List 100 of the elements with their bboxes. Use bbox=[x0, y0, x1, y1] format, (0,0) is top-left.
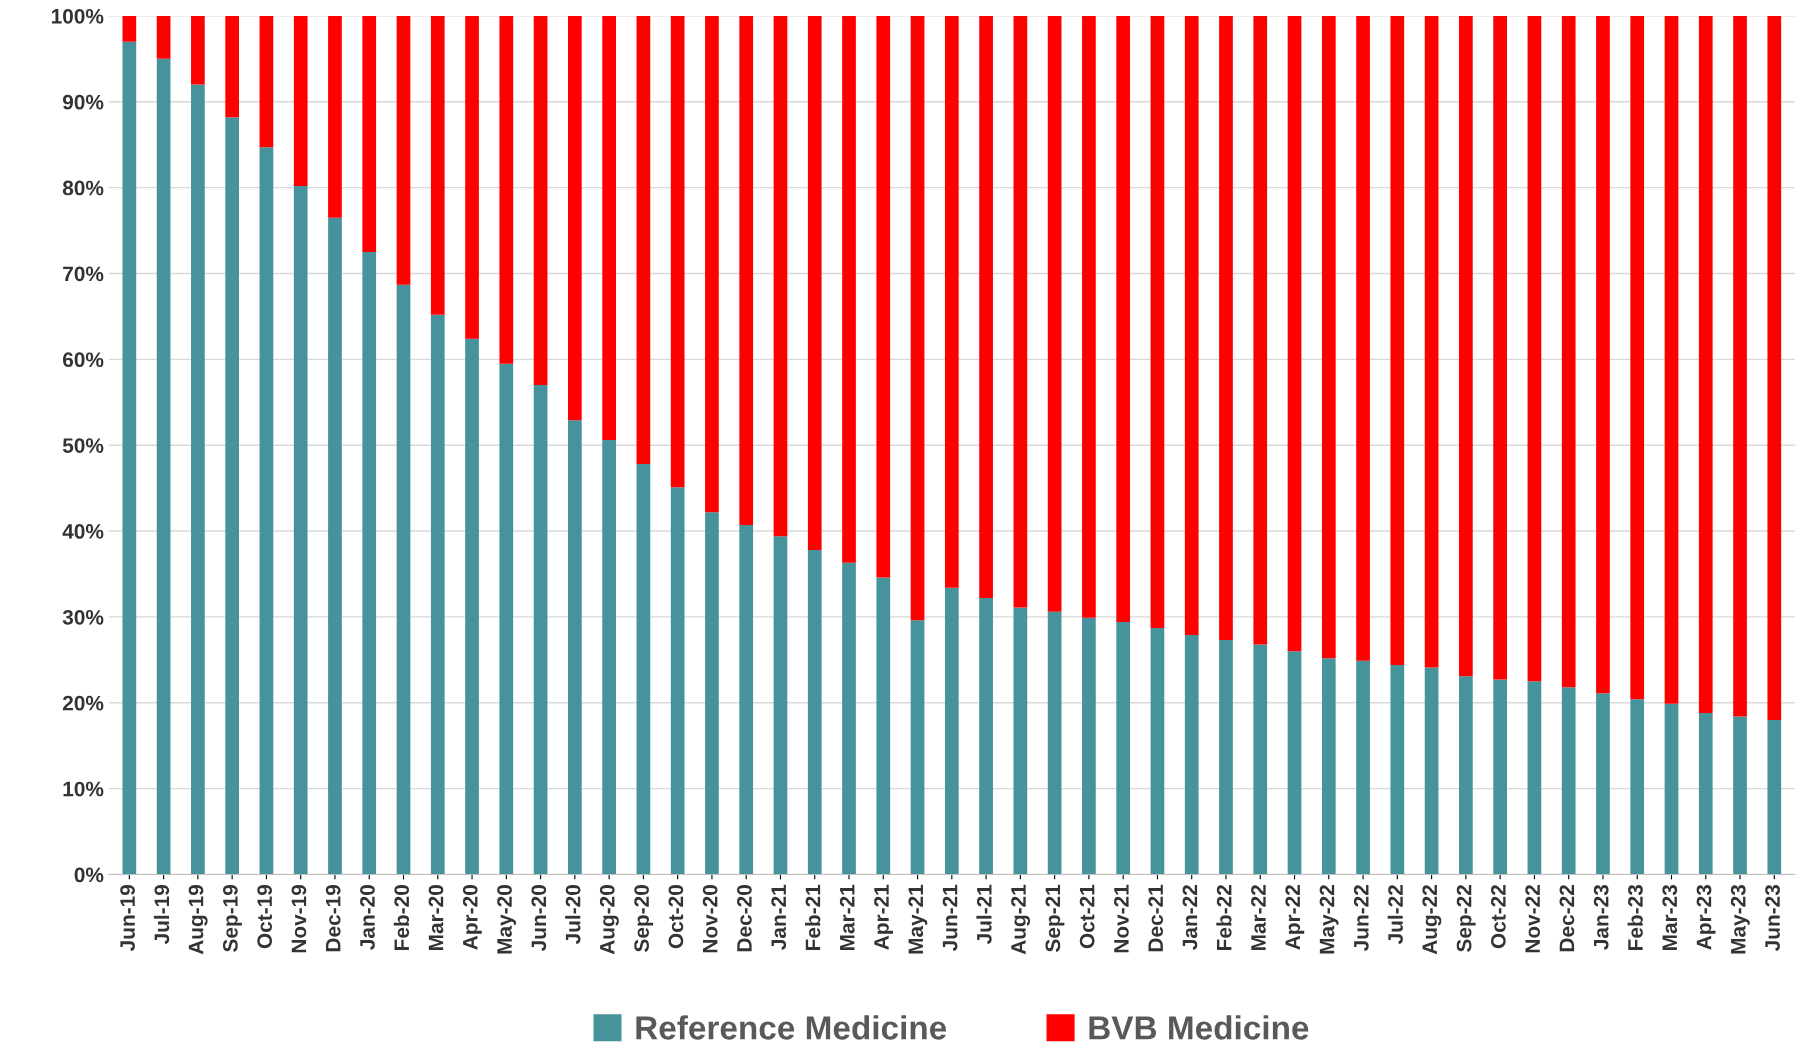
bar bbox=[499, 363, 514, 875]
x-tick-label: Jun-19 bbox=[120, 884, 135, 952]
bar bbox=[1047, 15, 1062, 612]
x-tick-label: Apr-21 bbox=[874, 884, 893, 950]
bar bbox=[1664, 703, 1679, 875]
y-tick-label: 80% bbox=[62, 180, 104, 196]
legend-label: BVB Medicine bbox=[1089, 1015, 1309, 1040]
bar bbox=[465, 15, 479, 339]
x-tick-label: May-20 bbox=[497, 885, 517, 954]
bar bbox=[1767, 15, 1782, 720]
x-tick-label: Dec-20 bbox=[737, 885, 752, 952]
bar bbox=[1664, 15, 1679, 704]
bar bbox=[1184, 15, 1199, 635]
bar bbox=[1287, 15, 1302, 652]
x-tick-label: Sep-19 bbox=[222, 884, 242, 952]
x-tick-label: Oct-20 bbox=[668, 885, 684, 949]
bar bbox=[1253, 644, 1268, 875]
bar bbox=[1698, 15, 1713, 714]
bar bbox=[979, 598, 993, 875]
bar bbox=[602, 15, 616, 441]
x-tick-label: May-22 bbox=[1319, 885, 1339, 954]
bar bbox=[1630, 15, 1645, 700]
y-tick-label: 10% bbox=[63, 781, 104, 797]
bar bbox=[1424, 15, 1439, 668]
x-tick-label: Oct-22 bbox=[1490, 885, 1506, 949]
bar bbox=[1321, 658, 1336, 875]
x-tick-label: Oct-21 bbox=[1079, 884, 1095, 949]
bar bbox=[1493, 15, 1507, 680]
bar bbox=[1390, 15, 1405, 665]
bar bbox=[1253, 15, 1268, 645]
x-tick-label: Mar-22 bbox=[1251, 885, 1266, 950]
bar bbox=[1459, 676, 1473, 875]
bar bbox=[396, 15, 411, 285]
bar bbox=[1013, 607, 1028, 875]
y-tick-label: 60% bbox=[62, 352, 104, 368]
x-tick-label: Dec-21 bbox=[1148, 884, 1164, 952]
x-tick-label: Jan-23 bbox=[1593, 884, 1609, 950]
legend-label: Reference Medicine bbox=[636, 1015, 947, 1040]
bar bbox=[636, 464, 651, 875]
bar bbox=[979, 15, 993, 599]
y-tick-label: 100% bbox=[51, 8, 104, 24]
y-tick-label: 20% bbox=[62, 695, 104, 711]
bar bbox=[1184, 634, 1199, 875]
bar bbox=[293, 185, 308, 875]
x-tick-label: May-23 bbox=[1730, 884, 1750, 954]
bar bbox=[1082, 15, 1096, 618]
bar bbox=[499, 15, 514, 364]
x-tick-label: Mar-21 bbox=[839, 884, 855, 950]
bar bbox=[739, 15, 754, 526]
x-tick-label: Jun-22 bbox=[1353, 885, 1369, 952]
bar bbox=[328, 15, 342, 218]
bar bbox=[1561, 687, 1576, 875]
x-tick-label: Feb-20 bbox=[393, 885, 410, 950]
x-tick-label: Sep-21 bbox=[1045, 884, 1065, 952]
bar bbox=[1219, 15, 1233, 641]
bar bbox=[602, 440, 616, 875]
bar bbox=[705, 512, 719, 875]
bar bbox=[533, 15, 548, 386]
x-tick-label: Aug-19 bbox=[188, 884, 208, 955]
bar bbox=[362, 252, 377, 875]
bar bbox=[1047, 611, 1062, 875]
bar bbox=[1321, 15, 1336, 659]
x-tick-label: Jul-20 bbox=[565, 885, 581, 945]
y-tick-label: 0% bbox=[74, 867, 104, 883]
y-tick-label: 70% bbox=[63, 266, 104, 282]
bar bbox=[1493, 679, 1507, 875]
bar bbox=[1698, 713, 1713, 875]
bar bbox=[568, 15, 582, 421]
x-tick-label: Aug-20 bbox=[599, 885, 619, 955]
x-tick-label: Jan-20 bbox=[360, 885, 375, 950]
x-tick-label: Jun-20 bbox=[531, 885, 547, 952]
x-tick-label: Aug-22 bbox=[1422, 885, 1442, 955]
bar bbox=[910, 15, 925, 621]
x-tick-label: Apr-23 bbox=[1696, 884, 1716, 950]
x-tick-label: Nov-19 bbox=[291, 884, 307, 953]
x-tick-label: Sep-22 bbox=[1456, 885, 1476, 952]
x-tick-label: Nov-20 bbox=[702, 885, 718, 953]
x-tick-label: Nov-21 bbox=[1114, 884, 1129, 953]
x-tick-label: Jan-21 bbox=[771, 884, 787, 950]
bar bbox=[739, 525, 754, 875]
x-tick-label: Dec-19 bbox=[325, 884, 341, 952]
bar bbox=[1459, 15, 1473, 677]
bar bbox=[842, 15, 856, 563]
bar bbox=[1561, 15, 1576, 688]
bar bbox=[1527, 15, 1542, 682]
x-tick-label: Apr-22 bbox=[1285, 885, 1305, 950]
bar bbox=[122, 15, 137, 42]
bar bbox=[1733, 15, 1747, 717]
bar bbox=[293, 15, 308, 186]
bar bbox=[773, 15, 788, 537]
bar bbox=[156, 15, 171, 59]
bar bbox=[1767, 719, 1782, 875]
bar bbox=[1596, 693, 1610, 875]
x-tick-label: Aug-21 bbox=[1011, 884, 1031, 955]
bar bbox=[773, 536, 788, 875]
x-tick-label: Jul-21 bbox=[976, 884, 992, 945]
bar bbox=[1356, 15, 1370, 661]
bar bbox=[1356, 660, 1370, 875]
bar bbox=[944, 587, 959, 875]
bar bbox=[533, 385, 548, 875]
